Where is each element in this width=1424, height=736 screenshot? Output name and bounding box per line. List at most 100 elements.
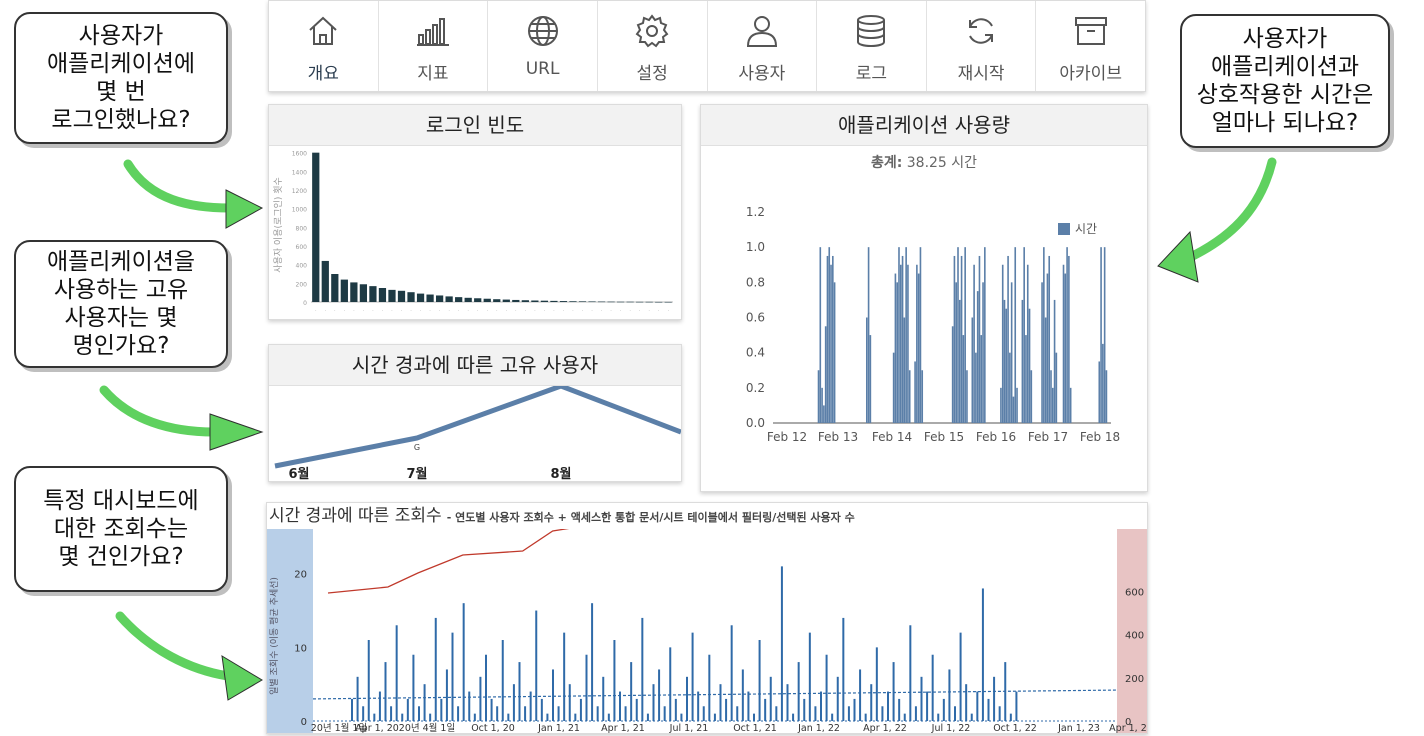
bar bbox=[540, 698, 543, 721]
bar bbox=[1068, 255, 1070, 423]
bar bbox=[780, 566, 783, 721]
callout-text: 사용자가 애플리케이션과 상호작용한 시간은 얼마나 되나요? bbox=[1196, 26, 1374, 136]
arrowhead-icon bbox=[209, 413, 264, 451]
x-tick-mark: · bbox=[486, 308, 488, 314]
bar bbox=[741, 669, 744, 721]
bar bbox=[730, 625, 733, 721]
nav-item-archive[interactable]: 아카이브 bbox=[1036, 1, 1145, 91]
bar bbox=[359, 284, 368, 302]
callout-logins: 사용자가 애플리케이션에 몇 번 로그인했나요? bbox=[14, 12, 228, 144]
x-tick-mark: · bbox=[515, 308, 517, 314]
views-header: 시간 경과에 따른 조회수 - 연도별 사용자 조회수 + 액세스한 통합 문서… bbox=[267, 503, 1147, 529]
y-tick-label: 1600 bbox=[292, 151, 307, 158]
bar bbox=[965, 684, 968, 721]
bar bbox=[869, 335, 872, 423]
x-tick-label: Oct 1, 20 bbox=[471, 723, 515, 733]
arrowhead-icon bbox=[221, 655, 263, 701]
bar bbox=[321, 260, 329, 302]
bar bbox=[976, 691, 979, 721]
x-tick-mark: · bbox=[496, 308, 498, 314]
bar bbox=[312, 152, 320, 302]
bar bbox=[898, 698, 901, 721]
arrow-to-login-chart bbox=[123, 159, 235, 213]
bar bbox=[971, 317, 974, 423]
x-tick-mark: · bbox=[591, 308, 593, 314]
x-tick-label: Jan 1, 23 bbox=[1057, 723, 1100, 733]
bar bbox=[1003, 299, 1006, 423]
bar bbox=[948, 669, 951, 721]
bar bbox=[384, 662, 387, 721]
nav-item-metrics[interactable]: 지표 bbox=[379, 1, 489, 91]
x-tick-label: Feb 18 bbox=[1080, 430, 1120, 444]
bar bbox=[540, 300, 549, 302]
y-axis-label: 사용자 이용(로그인) 횟수 bbox=[272, 177, 284, 273]
x-tick-mark: · bbox=[448, 308, 450, 314]
bar bbox=[501, 640, 504, 721]
unique-users-chart: 6월 7월 8월 G bbox=[274, 386, 681, 482]
x-tick-mark: · bbox=[334, 308, 336, 314]
x-tick-mark: · bbox=[620, 308, 622, 314]
bar bbox=[702, 706, 705, 721]
bar bbox=[1014, 247, 1017, 423]
bar bbox=[412, 654, 415, 721]
left-axis-band bbox=[267, 529, 313, 733]
y-axis-label: 일별 조회수 (이동 평균 추세선) bbox=[269, 577, 280, 695]
bar bbox=[1000, 387, 1002, 423]
bar bbox=[563, 632, 566, 721]
bar bbox=[369, 286, 377, 302]
bar bbox=[753, 713, 755, 721]
bar bbox=[1043, 247, 1045, 423]
trend-line bbox=[312, 689, 1118, 700]
x-tick-mark: · bbox=[477, 308, 479, 314]
nav-item-restart[interactable]: 재시작 bbox=[927, 1, 1037, 91]
x-tick-label: Jan 1, 22 bbox=[797, 723, 840, 733]
bar bbox=[870, 684, 873, 721]
x-tick-label: Feb 17 bbox=[1028, 430, 1068, 444]
arrowhead-icon bbox=[225, 189, 264, 229]
panel-title: 애플리케이션 사용량 bbox=[701, 105, 1147, 146]
bar bbox=[451, 632, 454, 721]
bar bbox=[686, 676, 688, 721]
nav-item-overview[interactable]: 개요 bbox=[269, 1, 379, 91]
bar bbox=[630, 662, 633, 721]
nav-item-users[interactable]: 사용자 bbox=[708, 1, 818, 91]
bar bbox=[641, 617, 644, 721]
bar bbox=[588, 301, 596, 303]
bar bbox=[921, 370, 924, 423]
callout-unique-users: 애플리케이션을 사용하는 고유 사용자는 몇 명인가요? bbox=[14, 240, 228, 368]
bar bbox=[378, 691, 381, 721]
bar bbox=[524, 706, 527, 721]
bar bbox=[473, 713, 476, 721]
bar bbox=[1048, 255, 1051, 423]
bar bbox=[1025, 335, 1027, 423]
bar bbox=[356, 676, 359, 721]
y-tick-label: 400 bbox=[296, 263, 308, 270]
legend-swatch bbox=[1058, 223, 1070, 235]
x-tick-label: Apr 1, 23 bbox=[1109, 723, 1147, 733]
y-tick-label-left: 20 bbox=[294, 570, 307, 581]
bar bbox=[864, 713, 867, 721]
bar bbox=[842, 617, 845, 721]
nav-item-settings[interactable]: 설정 bbox=[598, 1, 708, 91]
x-tick-label: Jul 1, 21 bbox=[669, 723, 709, 733]
x-tick-mark: · bbox=[382, 308, 384, 314]
bar bbox=[859, 669, 862, 721]
bar bbox=[1046, 273, 1049, 423]
bar bbox=[602, 676, 605, 721]
bar bbox=[1100, 247, 1102, 423]
x-tick-mark: · bbox=[344, 308, 346, 314]
nav-item-url[interactable]: URL bbox=[488, 1, 598, 91]
bar bbox=[388, 289, 396, 302]
bar bbox=[502, 299, 510, 302]
bar bbox=[496, 706, 499, 721]
nav-item-logs[interactable]: 로그 bbox=[817, 1, 927, 91]
bar bbox=[455, 297, 463, 302]
y-tick-label: 1200 bbox=[292, 188, 307, 195]
bar bbox=[597, 301, 606, 303]
bar bbox=[658, 669, 661, 721]
bar bbox=[1009, 352, 1011, 423]
x-tick-mark: · bbox=[363, 308, 365, 314]
bar bbox=[378, 288, 387, 302]
bar bbox=[964, 247, 966, 423]
